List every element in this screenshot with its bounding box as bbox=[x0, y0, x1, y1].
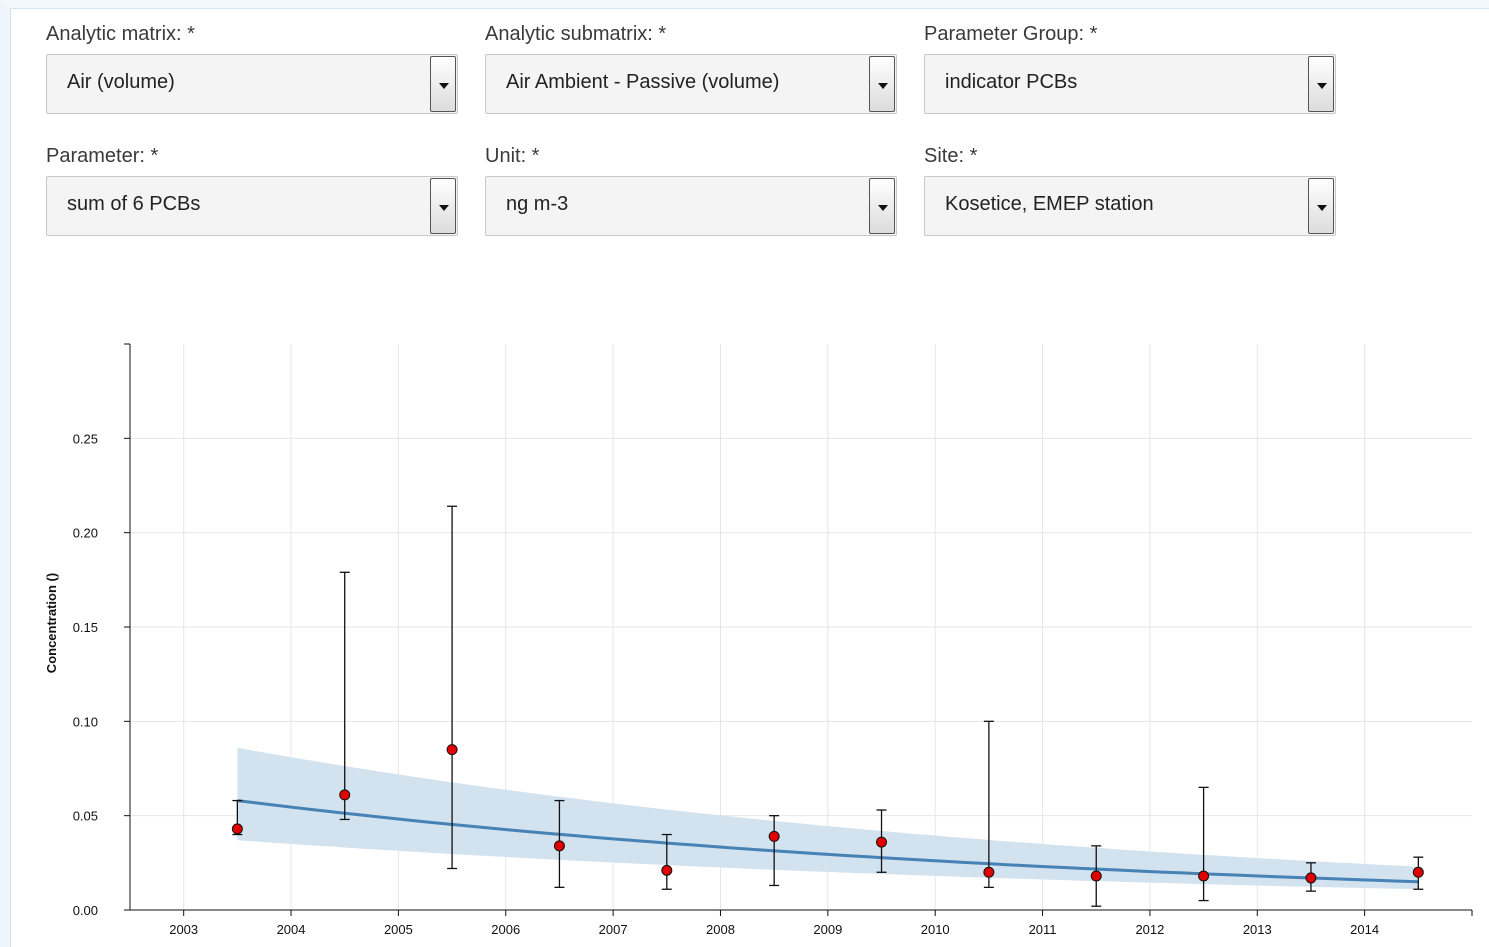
y-tick-label: 0.00 bbox=[73, 903, 98, 918]
data-point-group bbox=[1198, 786, 1210, 902]
data-point bbox=[446, 744, 458, 756]
unit-select[interactable]: ng m-3 bbox=[485, 176, 897, 236]
data-point-group bbox=[1090, 845, 1102, 907]
chevron-down-icon bbox=[878, 205, 888, 211]
y-tick-label: 0.25 bbox=[73, 431, 98, 446]
x-tick-label: 2005 bbox=[384, 922, 413, 937]
data-point bbox=[231, 823, 243, 835]
data-point-group bbox=[768, 815, 780, 887]
y-tick-label: 0.20 bbox=[73, 526, 98, 541]
x-tick-label: 2003 bbox=[169, 922, 198, 937]
frame-border-left bbox=[10, 8, 11, 947]
analytic-matrix-dropdown-button[interactable] bbox=[430, 56, 456, 112]
data-point bbox=[1305, 872, 1317, 884]
parameter-group-dropdown-button[interactable] bbox=[1308, 56, 1334, 112]
parameter-group-value: indicator PCBs bbox=[945, 71, 1078, 93]
data-point bbox=[1090, 870, 1102, 882]
confidence-band bbox=[237, 747, 1419, 890]
parameter-label: Parameter: * bbox=[46, 145, 159, 167]
x-tick-label: 2009 bbox=[813, 922, 842, 937]
site-label: Site: * bbox=[924, 145, 978, 167]
x-tick-label: 2011 bbox=[1029, 922, 1057, 937]
data-point-group bbox=[231, 799, 243, 836]
chevron-down-icon bbox=[878, 83, 888, 89]
y-tick-label: 0.10 bbox=[73, 714, 98, 729]
x-tick-label: 2006 bbox=[491, 922, 520, 937]
data-point bbox=[339, 789, 351, 801]
analytic-submatrix-dropdown-button[interactable] bbox=[869, 56, 895, 112]
analytic-submatrix-label: Analytic submatrix: * bbox=[485, 23, 667, 45]
parameter-group-select[interactable]: indicator PCBs bbox=[924, 54, 1336, 114]
y-tick-label: 0.05 bbox=[73, 809, 98, 824]
data-point-group bbox=[446, 505, 458, 870]
site-select[interactable]: Kosetice, EMEP station bbox=[924, 176, 1336, 236]
x-tick-label: 2012 bbox=[1135, 922, 1164, 937]
parameter-select[interactable]: sum of 6 PCBs bbox=[46, 176, 458, 236]
x-tick-label: 2007 bbox=[599, 922, 628, 937]
x-tick-label: 2008 bbox=[706, 922, 735, 937]
data-point-group bbox=[1305, 862, 1317, 892]
data-point bbox=[1412, 866, 1424, 878]
site-dropdown-button[interactable] bbox=[1308, 178, 1334, 234]
data-point bbox=[553, 840, 565, 852]
x-tick-label: 2013 bbox=[1243, 922, 1272, 937]
parameter-value: sum of 6 PCBs bbox=[67, 193, 201, 215]
data-point bbox=[768, 830, 780, 842]
x-tick-label: 2010 bbox=[921, 922, 950, 937]
data-point-group bbox=[339, 571, 351, 821]
data-point bbox=[1198, 870, 1210, 882]
unit-dropdown-button[interactable] bbox=[869, 178, 895, 234]
chevron-down-icon bbox=[439, 205, 449, 211]
x-tick-label: 2014 bbox=[1350, 922, 1379, 937]
chevron-down-icon bbox=[439, 83, 449, 89]
analytic-matrix-label: Analytic matrix: * bbox=[46, 23, 195, 45]
data-point-group bbox=[553, 799, 565, 889]
x-tick-label: 2004 bbox=[277, 922, 306, 937]
trend-line bbox=[237, 799, 1419, 884]
analytic-matrix-select[interactable]: Air (volume) bbox=[46, 54, 458, 114]
parameter-dropdown-button[interactable] bbox=[430, 178, 456, 234]
analytic-matrix-value: Air (volume) bbox=[67, 71, 175, 93]
data-point bbox=[661, 864, 673, 876]
data-point-group bbox=[1412, 856, 1424, 890]
analytic-submatrix-select[interactable]: Air Ambient - Passive (volume) bbox=[485, 54, 897, 114]
parameter-group-label: Parameter Group: * bbox=[924, 23, 1098, 45]
chevron-down-icon bbox=[1317, 83, 1327, 89]
unit-value: ng m-3 bbox=[506, 193, 569, 215]
data-point-group bbox=[876, 809, 888, 873]
chevron-down-icon bbox=[1317, 205, 1327, 211]
data-point-group bbox=[983, 720, 995, 889]
site-value: Kosetice, EMEP station bbox=[945, 193, 1154, 215]
analytic-submatrix-value: Air Ambient - Passive (volume) bbox=[506, 71, 780, 93]
data-point bbox=[876, 836, 888, 848]
unit-label: Unit: * bbox=[485, 145, 540, 167]
data-point-group bbox=[661, 833, 673, 890]
y-tick-label: 0.15 bbox=[73, 620, 98, 635]
frame-border-top bbox=[10, 8, 1489, 9]
y-axis-title: Concentration () bbox=[44, 573, 59, 673]
data-point bbox=[983, 866, 995, 878]
